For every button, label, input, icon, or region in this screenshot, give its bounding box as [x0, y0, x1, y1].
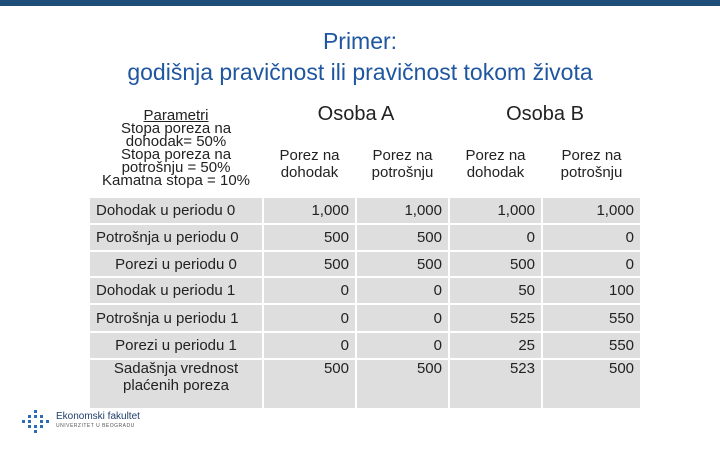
logo-subtitle: UNIVERZITET U BEOGRADU — [56, 423, 135, 429]
title: Primer: godišnja pravičnost ili pravično… — [0, 26, 720, 88]
table: Parametri Stopa poreza na dohodak= 50% Sto… — [88, 97, 643, 410]
top-bar — [0, 0, 720, 6]
parameter-line: Kamatna stopa = 10% — [101, 171, 250, 189]
data-row: Dohodak u periodu 0 1,000 1,000 1,000 1,000 — [88, 196, 643, 225]
data-row: Sadašnja vrednost plaćenih poreza 500 500 5… — [88, 358, 643, 410]
cell-value: 1,000 — [262, 196, 357, 225]
header-row: Porez na dohodak Porez na potrošnju Porez … — [89, 130, 643, 198]
row-label: Porezi u periodu 0 — [88, 250, 264, 278]
row-label: Dohodak u periodu 0 — [88, 196, 264, 225]
cell-value: 25 — [448, 331, 543, 360]
cell-value: 523 — [448, 358, 543, 410]
cell-value: 0 — [540, 250, 643, 278]
row-label: Porezi u periodu 1 — [88, 331, 264, 360]
cell-value: 500 — [355, 358, 450, 410]
cell-value: 500 — [540, 358, 643, 410]
cell-value: 0 — [262, 276, 357, 305]
parameters-cell: Parametri Stopa poreza na dohodak= 50% Sto… — [88, 97, 264, 198]
row-label: Potrošnja u periodu 1 — [88, 303, 264, 333]
title-line: Primer: — [322, 28, 398, 54]
column-header: Porez na potrošnju — [355, 130, 450, 198]
data-row: Porezi u periodu 0 500 500 500 0 — [88, 250, 643, 278]
cell-value: 0 — [540, 223, 643, 252]
cell-value: 550 — [540, 303, 643, 333]
logo-name: Ekonomski fakultet — [56, 411, 140, 422]
cell-value: 0 — [355, 303, 450, 333]
parameter-line: Stopa poreza na dohodak= 50% — [120, 119, 232, 150]
data-row: Porezi u periodu 1 0 0 25 550 — [88, 331, 643, 360]
cell-value: 0 — [262, 331, 357, 360]
cell-value: 1,000 — [355, 196, 450, 225]
column-header: Porez na dohodak — [262, 130, 357, 198]
cell-value: 0 — [355, 276, 450, 305]
cell-value: 0 — [448, 223, 543, 252]
cell-value: 0 — [262, 303, 357, 333]
group-header: Osoba B — [447, 97, 643, 132]
data-row: Potrošnja u periodu 1 0 0 525 550 — [88, 303, 643, 333]
parameters-heading: Parametri — [143, 106, 209, 124]
logo-icon — [22, 410, 49, 433]
cell-value: 500 — [262, 223, 357, 252]
cell-value: 550 — [540, 331, 643, 360]
data-row: Potrošnja u periodu 0 500 500 0 0 — [88, 223, 643, 252]
cell-value: 500 — [262, 250, 357, 278]
cell-value: 500 — [355, 250, 450, 278]
cell-value: 100 — [540, 276, 643, 305]
cell-value: 0 — [355, 331, 450, 360]
row-label: Dohodak u periodu 1 — [88, 276, 264, 305]
cell-value: 1,000 — [540, 196, 643, 225]
cell-value: 525 — [448, 303, 543, 333]
cell-value: 50 — [448, 276, 543, 305]
header-row: Parametri Stopa poreza na dohodak= 50% Sto… — [88, 97, 643, 198]
row-label: Sadašnja vrednost plaćenih poreza — [88, 358, 264, 410]
logo: Ekonomski fakultet UNIVERZITET U BEOGRAD… — [18, 408, 140, 439]
row-label: Potrošnja u periodu 0 — [88, 223, 264, 252]
column-header: Porez na potrošnju — [540, 130, 643, 198]
group-header: Osoba A — [262, 97, 450, 132]
data-row: Dohodak u periodu 1 0 0 50 100 — [88, 276, 643, 305]
column-header: Porez na dohodak — [448, 130, 543, 198]
title-line: godišnja pravičnost ili pravičnost tokom… — [127, 59, 593, 85]
cell-value: 500 — [262, 358, 357, 410]
cell-value: 500 — [448, 250, 543, 278]
cell-value: 1,000 — [448, 196, 543, 225]
parameter-line: Stopa poreza na potrošnju = 50% — [120, 145, 232, 176]
cell-value: 500 — [355, 223, 450, 252]
